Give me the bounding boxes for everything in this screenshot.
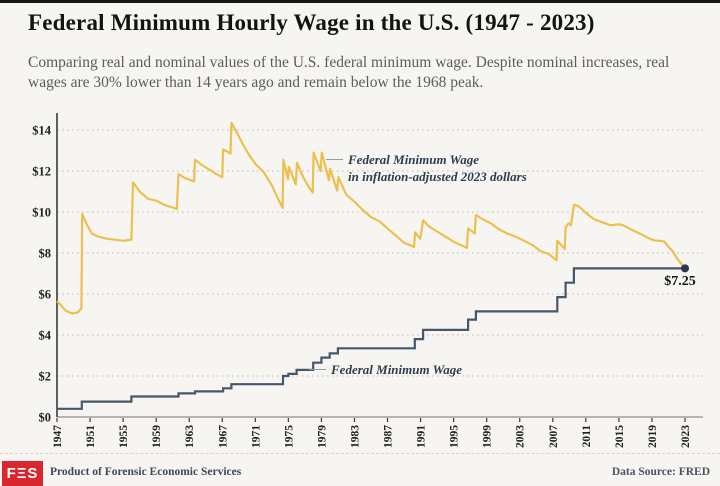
end-point-dot	[681, 264, 689, 273]
x-axis-tick: 1991	[416, 425, 428, 448]
x-axis-tick: 2011	[581, 425, 593, 448]
x-axis-tick: 1963	[184, 425, 196, 448]
x-axis-tick: 1955	[118, 425, 130, 448]
chart-title: Federal Minimum Hourly Wage in the U.S. …	[28, 10, 595, 35]
x-axis-tick: 1951	[85, 425, 97, 448]
x-axis-tick: 2007	[548, 425, 560, 448]
x-axis-tick: 2019	[647, 425, 659, 448]
x-axis-tick: 1975	[283, 425, 295, 448]
y-axis-tick: $6	[39, 288, 52, 302]
chart-canvas: $0 $2 $4 $6 $8 $10 $12 $14 1947 1951 1955 1959 1963 1…	[32, 113, 703, 448]
x-axis-tick: 1999	[482, 425, 494, 448]
x-axis-tick: 1987	[383, 425, 395, 448]
footer: FΞS Product of Forensic Economic Service…	[0, 453, 720, 486]
legend-real-wage: Federal Minimum Wage in inflation-adjust…	[326, 151, 616, 185]
data-source: Data Source: FRED	[611, 466, 710, 478]
y-axis-tick: $12	[32, 165, 51, 179]
y-axis-tick: $10	[32, 206, 51, 220]
x-axis-tick: 2023	[680, 425, 692, 448]
x-axis-tick: 2003	[515, 425, 527, 448]
end-value-label: $7.25	[664, 274, 696, 289]
x-axis-tick: 1947	[52, 425, 64, 448]
legend-real-line1: Federal Minimum Wage	[348, 152, 479, 167]
x-axis-tick: 1959	[151, 425, 163, 448]
nominal-wage-line	[57, 267, 685, 410]
footer-credit: Product of Forensic Economic Services	[50, 466, 242, 478]
legend-real-line2: in inflation-adjusted 2023 dollars	[348, 169, 527, 184]
chart-subtitle: Comparing real and nominal values of the…	[28, 54, 670, 91]
real-wage-line	[56, 121, 686, 315]
y-axis-tick: $8	[39, 247, 52, 261]
legend-nominal-line1: Federal Minimum Wage	[331, 362, 462, 377]
x-axis-tick: 1967	[217, 425, 229, 448]
y-axis-tick: $2	[39, 370, 52, 384]
x-axis-tick: 1995	[449, 425, 461, 448]
legend-dash-icon	[309, 369, 326, 370]
y-axis-tick: $4	[39, 329, 52, 343]
y-axis-tick: $14	[32, 124, 52, 138]
x-axis-tick: 1983	[349, 425, 361, 448]
x-axis-tick: 1979	[316, 425, 328, 448]
legend-nominal-wage: Federal Minimum Wage	[309, 361, 529, 378]
x-axis-tick: 2015	[614, 425, 626, 448]
x-axis-tick: 1971	[250, 425, 262, 448]
y-axis-tick: $0	[39, 411, 52, 425]
legend-dash-icon	[326, 159, 343, 160]
fes-logo: FΞS	[2, 461, 43, 486]
